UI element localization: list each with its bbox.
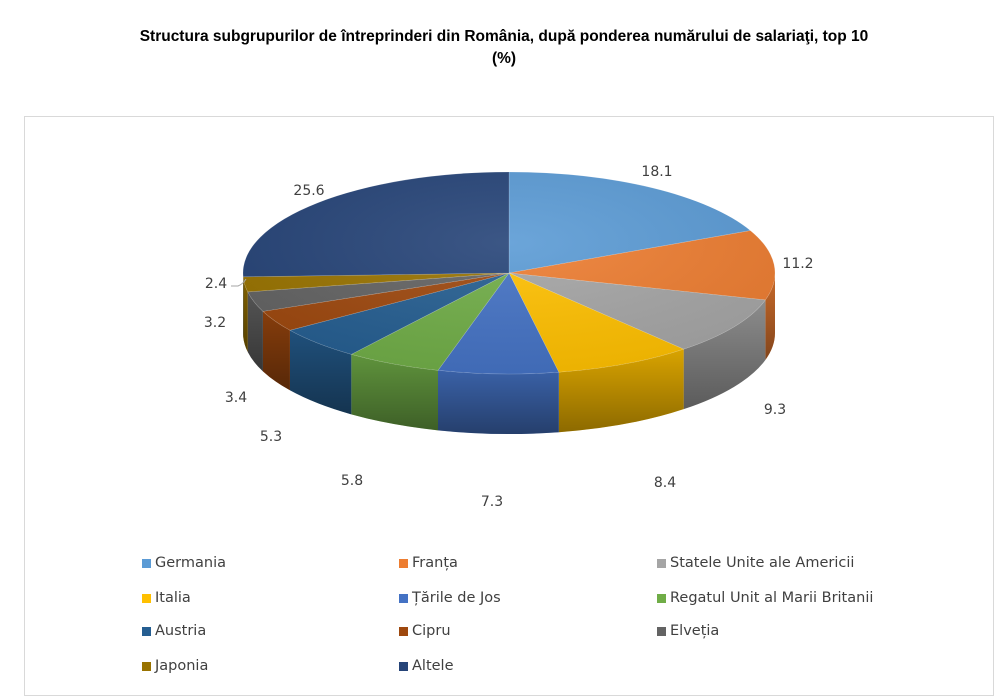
legend-label: Elveția [670, 623, 719, 639]
legend-swatch [657, 559, 666, 568]
legend-label: Statele Unite ale Americii [670, 555, 854, 571]
legend-label: Altele [412, 658, 454, 674]
legend-swatch [657, 627, 666, 636]
legend-swatch [399, 594, 408, 603]
legend-item-italia: Italia [142, 590, 191, 606]
legend-label: Italia [155, 590, 191, 606]
data-label-elvetia: 3.2 [204, 315, 226, 331]
legend-label: Cipru [412, 623, 451, 639]
legend-item-germania: Germania [142, 555, 226, 571]
data-label-altele: 25.6 [293, 183, 324, 199]
legend-item-austria: Austria [142, 623, 206, 639]
pie-top-gloss [243, 172, 775, 374]
legend-item-franta: Franța [399, 555, 458, 571]
legend-label: Germania [155, 555, 226, 571]
legend-swatch [399, 627, 408, 636]
legend-item-elvetia: Elveția [657, 623, 719, 639]
legend-item-regatul-unit-al-marii-britanii: Regatul Unit al Marii Britanii [657, 590, 873, 606]
data-label-japonia: 2.4 [205, 276, 227, 292]
legend-item-cipru: Cipru [399, 623, 451, 639]
data-label-tarile-de-jos: 7.3 [481, 494, 503, 510]
data-label-italia: 8.4 [654, 475, 676, 491]
legend-swatch [399, 662, 408, 671]
legend-item-japonia: Japonia [142, 658, 208, 674]
data-label-austria: 5.3 [260, 429, 282, 445]
legend-label: Franța [412, 555, 458, 571]
slice-side-shade [438, 370, 559, 434]
legend-swatch [142, 594, 151, 603]
data-label-franta: 11.2 [782, 256, 813, 272]
legend-swatch [142, 662, 151, 671]
data-label-regatul-unit-al-marii-britanii: 5.8 [341, 473, 363, 489]
legend-swatch [142, 627, 151, 636]
data-label-statele-unite-ale-americii: 9.3 [764, 402, 786, 418]
legend-label: Austria [155, 623, 206, 639]
legend-label: Țările de Jos [412, 590, 501, 606]
legend-swatch [399, 559, 408, 568]
data-label-germania: 18.1 [641, 164, 672, 180]
legend-swatch [657, 594, 666, 603]
legend-swatch [142, 559, 151, 568]
data-label-cipru: 3.4 [225, 390, 247, 406]
legend-item-tarile-de-jos: Țările de Jos [399, 590, 501, 606]
legend-item-altele: Altele [399, 658, 454, 674]
legend-label: Japonia [155, 658, 208, 674]
legend-item-statele-unite-ale-americii: Statele Unite ale Americii [657, 555, 854, 571]
legend-label: Regatul Unit al Marii Britanii [670, 590, 873, 606]
